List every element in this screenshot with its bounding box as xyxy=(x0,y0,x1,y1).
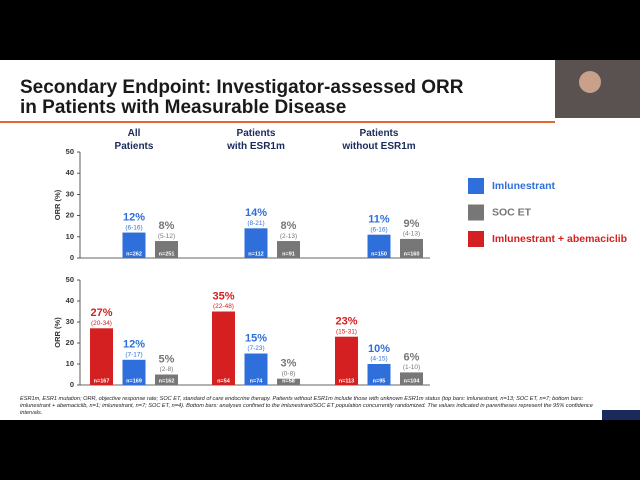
value-label: 6% xyxy=(404,351,420,363)
ci-label: (15-31) xyxy=(336,328,357,335)
legend-label: SOC ET xyxy=(492,206,532,218)
footnote: ESR1m, ESR1 mutation; ORR, objective res… xyxy=(20,396,593,416)
ci-label: (2-13) xyxy=(280,233,297,240)
bar xyxy=(122,232,146,258)
bar xyxy=(244,353,268,385)
n-label: n=54 xyxy=(217,378,231,384)
value-label: 23% xyxy=(335,316,357,328)
value-label: 10% xyxy=(368,343,390,355)
n-label: n=162 xyxy=(159,378,175,384)
ci-label: (6-16) xyxy=(370,226,387,233)
y-axis-label: ORR (%) xyxy=(53,189,62,220)
bar xyxy=(277,378,300,385)
n-label: n=167 xyxy=(94,378,110,384)
bar xyxy=(400,238,423,258)
value-label: 3% xyxy=(281,358,297,370)
legend-swatch xyxy=(468,178,484,194)
ci-label: (7-17) xyxy=(125,352,142,359)
y-tick-label: 20 xyxy=(66,338,74,347)
ci-label: (22-48) xyxy=(213,303,234,310)
legend-swatch xyxy=(468,204,484,221)
n-label: n=160 xyxy=(404,251,420,257)
group-header: All Patients xyxy=(115,128,154,152)
bar xyxy=(212,311,235,385)
bar xyxy=(155,374,178,385)
n-label: n=169 xyxy=(126,378,142,384)
ci-label: (5-12) xyxy=(158,233,175,240)
ci-label: (0-8) xyxy=(282,370,296,377)
value-label: 5% xyxy=(159,353,175,365)
ci-label: (6-16) xyxy=(125,224,142,231)
n-label: n=104 xyxy=(404,378,421,384)
n-label: n=113 xyxy=(339,378,354,384)
value-label: 27% xyxy=(90,307,112,319)
value-label: 12% xyxy=(123,211,145,223)
value-label: 12% xyxy=(123,339,145,351)
webcam-face xyxy=(579,71,601,93)
ci-label: (4-15) xyxy=(370,356,387,363)
legend-label: Imlunestrant xyxy=(492,180,556,192)
y-tick-label: 40 xyxy=(66,168,74,177)
value-label: 11% xyxy=(368,214,390,226)
n-label: n=262 xyxy=(126,251,142,257)
value-label: 8% xyxy=(281,220,297,232)
value-label: 9% xyxy=(404,218,420,230)
group-header: Patients with ESR1m xyxy=(226,128,285,152)
slide-title: Secondary Endpoint: Investigator-assesse… xyxy=(20,77,464,98)
n-label: n=112 xyxy=(248,251,263,257)
y-tick-label: 20 xyxy=(66,211,74,220)
legend-swatch xyxy=(468,231,484,247)
value-label: 35% xyxy=(212,290,234,302)
ci-label: (7-23) xyxy=(247,345,264,352)
y-tick-label: 0 xyxy=(70,380,74,389)
bar xyxy=(244,228,268,258)
corner-logo xyxy=(602,410,640,420)
ci-label: (8-21) xyxy=(247,220,264,227)
y-tick-label: 10 xyxy=(66,232,74,241)
bar xyxy=(90,328,113,385)
bar xyxy=(367,364,391,385)
n-label: n=251 xyxy=(159,251,175,257)
y-tick-label: 10 xyxy=(66,359,74,368)
n-label: n=95 xyxy=(373,378,386,384)
y-tick-label: 40 xyxy=(66,296,74,305)
n-label: n=58 xyxy=(282,378,295,384)
ci-label: (20-34) xyxy=(91,320,112,327)
n-label: n=91 xyxy=(282,251,295,257)
value-label: 8% xyxy=(159,220,175,232)
bar xyxy=(155,241,178,258)
n-label: n=74 xyxy=(250,378,264,384)
bar xyxy=(400,372,423,385)
y-tick-label: 30 xyxy=(66,189,74,198)
y-tick-label: 0 xyxy=(70,253,74,262)
group-header: Patients without ESR1m xyxy=(341,128,415,152)
y-tick-label: 30 xyxy=(66,317,74,326)
slide-title: in Patients with Measurable Disease xyxy=(20,97,346,118)
bar xyxy=(277,241,300,258)
y-tick-label: 50 xyxy=(66,147,74,156)
legend-label: Imlunestrant + abemaciclib xyxy=(492,233,627,245)
n-label: n=150 xyxy=(371,251,387,257)
value-label: 15% xyxy=(245,332,267,344)
title-rule xyxy=(0,121,555,123)
ci-label: (1-10) xyxy=(403,364,420,371)
bar xyxy=(367,234,391,258)
ci-label: (2-8) xyxy=(160,366,174,373)
bar xyxy=(122,359,146,385)
y-axis-label: ORR (%) xyxy=(53,317,62,348)
value-label: 14% xyxy=(245,207,267,219)
y-tick-label: 50 xyxy=(66,275,74,284)
ci-label: (4-13) xyxy=(403,231,420,238)
bar xyxy=(335,336,358,385)
